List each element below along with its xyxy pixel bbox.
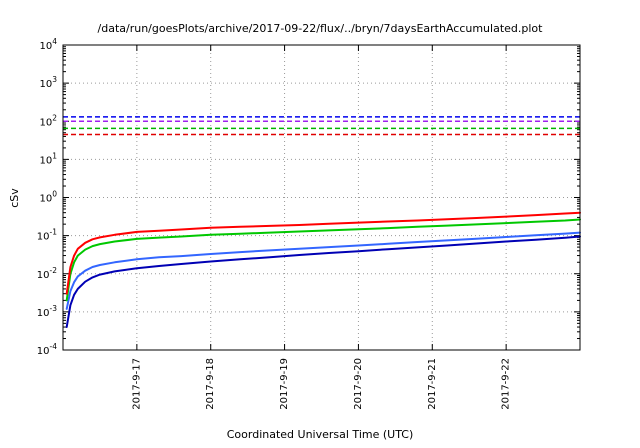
y-tick-label: 10-3	[37, 304, 57, 319]
x-tick-label: 2017-9-17	[131, 358, 142, 410]
x-tick-label: 2017-9-22	[501, 358, 512, 410]
x-tick-label: 2017-9-19	[279, 358, 290, 410]
series-dark-blue-accumulated	[65, 235, 581, 328]
y-tick-label: 103	[39, 75, 57, 90]
grid-lines	[63, 45, 580, 350]
y-tick-label: 101	[39, 151, 57, 166]
y-tick-label: 10-1	[37, 228, 57, 243]
y-tick-label: 100	[39, 190, 57, 205]
series-red-accumulated	[65, 211, 581, 295]
plot-border	[62, 44, 581, 351]
y-axis-label: cSv	[8, 188, 21, 208]
series-green-accumulated	[65, 218, 581, 302]
x-tick-labels: 2017-9-17 2017-9-18 2017-9-19 2017-9-20 2017…	[131, 358, 511, 410]
x-tick-label: 2017-9-20	[353, 358, 364, 410]
y-tick-label: 104	[39, 37, 57, 52]
plot-area: 104 103 102 101 100 10-1 10-2 10-3 10-4 2017-9-17…	[37, 37, 581, 410]
x-tick-label: 2017-9-18	[205, 358, 216, 410]
series-light-blue-accumulated	[65, 231, 581, 310]
x-axis-label: Coordinated Universal Time (UTC)	[227, 428, 414, 441]
limit-lines	[63, 116, 580, 136]
y-tick-labels: 104 103 102 101 100 10-1 10-2 10-3 10-4	[37, 37, 57, 357]
plot-title: /data/run/goesPlots/archive/2017-09-22/f…	[98, 22, 544, 35]
y-tick-label: 102	[39, 113, 57, 128]
y-tick-label: 10-4	[37, 342, 57, 357]
y-tick-label: 10-2	[37, 266, 57, 281]
x-tick-label: 2017-9-21	[427, 358, 438, 410]
data-series	[65, 211, 581, 328]
axis-ticks	[63, 44, 580, 351]
